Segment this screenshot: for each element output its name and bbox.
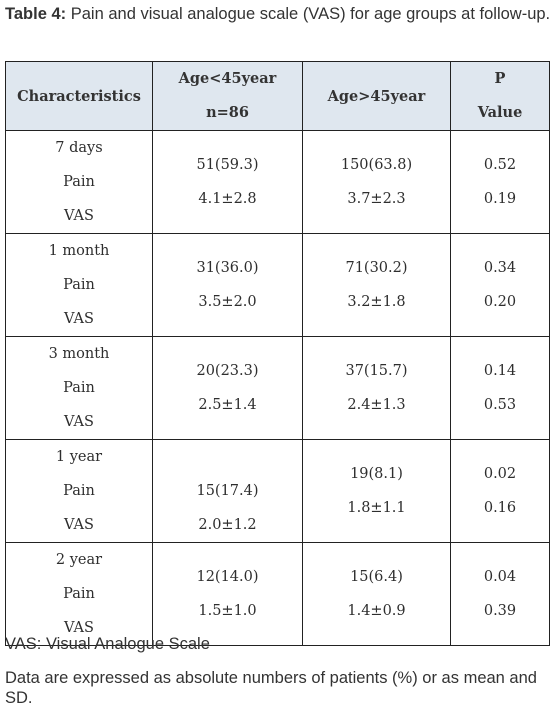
row-pain-label: Pain xyxy=(63,483,95,499)
header-p-value: P Value xyxy=(450,61,550,131)
row-age-under-45-cell: 51(59.3) 4.1±2.8 xyxy=(152,130,303,234)
p-value-pain: 0.34 xyxy=(483,260,517,276)
age-over-45-vas-value: 2.4±1.3 xyxy=(347,397,406,413)
row-p-value-cell: 0.34 0.20 xyxy=(450,233,550,337)
table-row: 2 year Pain VAS 12(14.0) 1.5±1.0 15(6.4)… xyxy=(5,542,550,646)
p-value-vas: 0.53 xyxy=(483,397,517,413)
header-age-under-45-label: Age<45year xyxy=(178,70,277,87)
row-period: 1 year xyxy=(55,449,103,465)
caption-label: Table 4: xyxy=(5,5,67,23)
age-under-45-vas-value: 2.5±1.4 xyxy=(198,397,257,413)
row-pain-label: Pain xyxy=(63,277,95,293)
row-period: 7 days xyxy=(55,140,103,156)
row-pain-label: Pain xyxy=(63,174,95,190)
header-age-under-45-count: n=86 xyxy=(206,104,249,121)
p-value-vas: 0.20 xyxy=(483,294,517,310)
age-over-45-vas-value: 3.2±1.8 xyxy=(347,294,406,310)
row-age-under-45-cell: 12(14.0) 1.5±1.0 xyxy=(152,542,303,646)
age-over-45-vas-value: 1.8±1.1 xyxy=(347,500,406,516)
age-under-45-vas-value: 4.1±2.8 xyxy=(198,191,257,207)
table-row: 1 month Pain VAS 31(36.0) 3.5±2.0 71(30.… xyxy=(5,233,550,337)
age-over-45-pain-value: 37(15.7) xyxy=(345,363,408,379)
row-period: 1 month xyxy=(48,243,110,259)
age-under-45-pain-value: 15(17.4) xyxy=(196,483,259,499)
age-over-45-pain-value: 15(6.4) xyxy=(350,569,403,585)
row-p-value-cell: 0.14 0.53 xyxy=(450,336,550,440)
table-row: 3 month Pain VAS 20(23.3) 2.5±1.4 37(15.… xyxy=(5,336,550,440)
caption-text: Pain and visual analogue scale (VAS) for… xyxy=(70,5,551,23)
row-characteristics-cell: 2 year Pain VAS xyxy=(5,542,153,646)
row-characteristics-cell: 1 month Pain VAS xyxy=(5,233,153,337)
row-period: 3 month xyxy=(48,346,110,362)
row-characteristics-cell: 1 year Pain VAS xyxy=(5,439,153,543)
row-p-value-cell: 0.02 0.16 xyxy=(450,439,550,543)
row-pain-label: Pain xyxy=(63,586,95,602)
table-header: Characteristics Age<45year n=86 Age>45ye… xyxy=(5,61,550,131)
row-age-under-45-cell: 15(17.4) 2.0±1.2 xyxy=(152,439,303,543)
p-value-pain: 0.04 xyxy=(483,569,517,585)
header-characteristics-label: Characteristics xyxy=(17,87,141,105)
p-value-vas: 0.39 xyxy=(483,603,517,619)
age-under-45-pain-value: 31(36.0) xyxy=(196,260,259,276)
header-age-under-45: Age<45year n=86 xyxy=(152,61,303,131)
row-age-over-45-cell: 71(30.2) 3.2±1.8 xyxy=(302,233,451,337)
age-over-45-pain-value: 71(30.2) xyxy=(345,260,408,276)
age-under-45-vas-value: 3.5±2.0 xyxy=(198,294,257,310)
row-age-under-45-cell: 31(36.0) 3.5±2.0 xyxy=(152,233,303,337)
row-age-under-45-cell: 20(23.3) 2.5±1.4 xyxy=(152,336,303,440)
p-value-pain: 0.14 xyxy=(483,363,517,379)
pain-vas-table: Characteristics Age<45year n=86 Age>45ye… xyxy=(5,61,550,646)
footnote-abbreviation: VAS: Visual Analogue Scale xyxy=(5,635,210,653)
header-row: Characteristics Age<45year n=86 Age>45ye… xyxy=(5,61,550,131)
row-age-over-45-cell: 37(15.7) 2.4±1.3 xyxy=(302,336,451,440)
row-vas-label: VAS xyxy=(64,620,94,636)
header-characteristics: Characteristics xyxy=(5,61,153,131)
p-value-vas: 0.16 xyxy=(483,500,517,516)
row-vas-label: VAS xyxy=(64,414,94,430)
age-over-45-pain-value: 150(63.8) xyxy=(340,157,413,173)
age-under-45-vas-value: 1.5±1.0 xyxy=(198,603,257,619)
p-value-vas: 0.19 xyxy=(483,191,517,207)
header-age-over-45: Age>45year xyxy=(302,61,451,131)
age-over-45-vas-value: 1.4±0.9 xyxy=(347,603,406,619)
row-age-over-45-cell: 19(8.1) 1.8±1.1 xyxy=(302,439,451,543)
row-p-value-cell: 0.52 0.19 xyxy=(450,130,550,234)
age-under-45-pain-value: 20(23.3) xyxy=(196,363,259,379)
row-vas-label: VAS xyxy=(64,311,94,327)
row-characteristics-cell: 3 month Pain VAS xyxy=(5,336,153,440)
age-under-45-pain-value: 12(14.0) xyxy=(196,569,259,585)
p-value-pain: 0.52 xyxy=(483,157,517,173)
row-pain-label: Pain xyxy=(63,380,95,396)
row-vas-label: VAS xyxy=(64,517,94,533)
p-value-pain: 0.02 xyxy=(483,466,517,482)
age-under-45-vas-value: 2.0±1.2 xyxy=(198,517,257,533)
header-p-label: P xyxy=(494,70,506,87)
row-vas-label: VAS xyxy=(64,208,94,224)
table-row: 7 days Pain VAS 51(59.3) 4.1±2.8 150(63.… xyxy=(5,130,550,234)
age-over-45-pain-value: 19(8.1) xyxy=(350,466,403,482)
table-row: 1 year Pain VAS 15(17.4) 2.0±1.2 19(8.1)… xyxy=(5,439,550,543)
table-body: 7 days Pain VAS 51(59.3) 4.1±2.8 150(63.… xyxy=(5,130,550,646)
row-period: 2 year xyxy=(55,552,103,568)
header-value-label: Value xyxy=(477,104,523,121)
age-over-45-vas-value: 3.7±2.3 xyxy=(347,191,406,207)
age-under-45-pain-value: 51(59.3) xyxy=(196,157,259,173)
row-characteristics-cell: 7 days Pain VAS xyxy=(5,130,153,234)
row-age-over-45-cell: 15(6.4) 1.4±0.9 xyxy=(302,542,451,646)
footnote-data-note: Data are expressed as absolute numbers o… xyxy=(5,669,537,707)
table-container: Characteristics Age<45year n=86 Age>45ye… xyxy=(5,61,550,646)
row-p-value-cell: 0.04 0.39 xyxy=(450,542,550,646)
table-caption: Table 4: Pain and visual analogue scale … xyxy=(5,4,551,24)
header-age-over-45-label: Age>45year xyxy=(327,87,426,105)
row-age-over-45-cell: 150(63.8) 3.7±2.3 xyxy=(302,130,451,234)
